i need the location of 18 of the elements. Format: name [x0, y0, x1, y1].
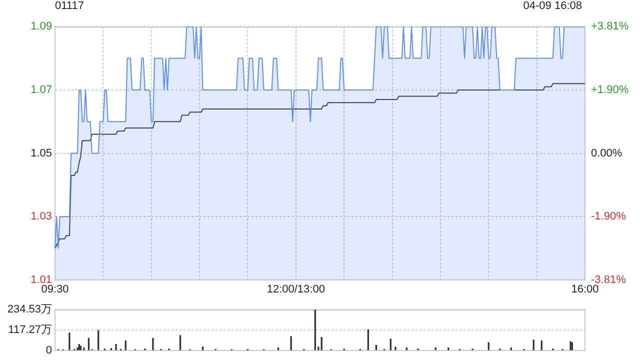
y-tick-label: 234.53万 [7, 304, 52, 316]
y-tick-label: 0 [46, 344, 52, 356]
y2-tick-label: -1.90% [591, 210, 626, 223]
x-tick-label: 09:30 [41, 284, 69, 296]
chart-title: 01117 [55, 0, 84, 12]
y-tick-label: 1.09 [30, 20, 52, 33]
y2-tick-label: +3.81% [591, 20, 629, 33]
y2-tick-label: -3.81% [591, 274, 626, 286]
y2-tick-label: 0.00% [591, 147, 622, 160]
y-tick-label: 1.03 [30, 210, 52, 223]
x-tick-label: 12:00/13:00 [266, 284, 325, 296]
y-tick-label: 1.01 [30, 274, 52, 286]
y-tick-label: 1.05 [30, 147, 52, 160]
y-tick-label: 1.07 [30, 84, 52, 96]
x-tick-label: 16:00 [571, 284, 599, 296]
y-tick-label: 117.27万 [8, 324, 52, 336]
chart-subtitle: 04-09 16:08 [523, 0, 582, 12]
y2-tick-label: +1.90% [591, 84, 629, 96]
